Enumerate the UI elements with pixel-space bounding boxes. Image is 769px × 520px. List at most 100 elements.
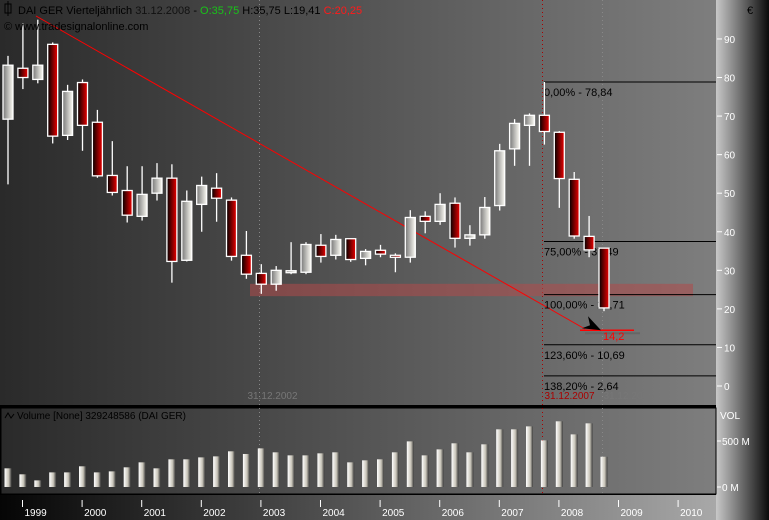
candle bbox=[523, 113, 536, 166]
time-tick-label: 2006 bbox=[442, 508, 465, 519]
candle bbox=[285, 242, 297, 275]
candle bbox=[330, 234, 342, 260]
price-tick-label: 90 bbox=[724, 35, 736, 46]
time-axis[interactable] bbox=[0, 495, 716, 520]
volume-bar bbox=[317, 453, 325, 487]
time-tick-label: 2004 bbox=[323, 508, 346, 519]
candle-body-down bbox=[225, 199, 238, 258]
candle-body-up bbox=[151, 177, 163, 194]
candle bbox=[61, 84, 74, 140]
volume-bar bbox=[228, 451, 235, 487]
candle-body-down bbox=[419, 215, 431, 222]
candle-body-up bbox=[508, 122, 521, 150]
volume-bar bbox=[570, 434, 578, 487]
volume-bar bbox=[93, 472, 101, 487]
candle-body-down bbox=[389, 254, 402, 258]
price-tick-label: 50 bbox=[724, 189, 736, 200]
candle-body-down bbox=[568, 178, 580, 237]
candle bbox=[345, 238, 357, 262]
volume-bar bbox=[108, 471, 116, 487]
candle bbox=[151, 163, 163, 201]
candle bbox=[210, 173, 223, 222]
chart-header: DAI GER Vierteljährlich 31.12.2008 - O:3… bbox=[4, 1, 753, 33]
candle-body-up bbox=[285, 270, 297, 274]
volume-bar bbox=[391, 452, 399, 487]
fibonacci-label: 100,00% - 23,71 bbox=[544, 300, 625, 312]
candle-body-up bbox=[464, 234, 476, 239]
volume-bar bbox=[272, 452, 280, 487]
candle-body-down bbox=[315, 244, 327, 258]
svg-text:DAI GER Vierteljährlich 31.12.: DAI GER Vierteljährlich 31.12.2008 - O:3… bbox=[18, 5, 362, 17]
candle bbox=[479, 197, 491, 239]
price-tick-label: 10 bbox=[724, 343, 736, 354]
candle-body-up bbox=[479, 206, 491, 236]
candle-body-down bbox=[106, 174, 118, 194]
price-panel bbox=[0, 0, 716, 405]
candle-body-down bbox=[121, 189, 133, 216]
high-value: H:35,75 bbox=[242, 5, 281, 17]
volume-bar bbox=[123, 467, 131, 487]
candle-body-up bbox=[2, 64, 14, 120]
candle-body-down bbox=[166, 177, 178, 263]
volume-bar bbox=[466, 452, 474, 487]
price-tick-label: 70 bbox=[724, 112, 736, 123]
price-axis[interactable] bbox=[716, 0, 769, 495]
volume-bar bbox=[49, 472, 57, 487]
candle-body-up bbox=[270, 269, 282, 285]
candle bbox=[464, 225, 476, 246]
volume-bar bbox=[332, 452, 340, 487]
fibonacci-label: 0,00% - 78,84 bbox=[544, 87, 613, 99]
volume-bar bbox=[213, 456, 221, 487]
time-tick-label: 2003 bbox=[263, 508, 286, 519]
candle bbox=[389, 253, 402, 273]
volume-bar bbox=[242, 453, 250, 487]
trendline bbox=[35, 15, 586, 330]
volume-bar bbox=[347, 462, 355, 487]
candle bbox=[47, 42, 59, 144]
volume-bar bbox=[64, 472, 72, 487]
time-tick-label: 2008 bbox=[561, 508, 584, 519]
candle-body-down bbox=[345, 238, 357, 261]
candle bbox=[196, 176, 208, 232]
candle bbox=[32, 19, 44, 84]
date-label: 31.12.2008 bbox=[135, 5, 190, 17]
volume-title: Volume [None] 329248586 (DAI GER) bbox=[17, 411, 186, 422]
marker-label: 31.12.2007 bbox=[545, 391, 595, 402]
candle-body-down bbox=[553, 131, 565, 180]
candle bbox=[17, 23, 29, 90]
candle-body-up bbox=[434, 203, 446, 222]
volume-bar bbox=[198, 457, 206, 487]
volume-header: Volume [None] 329248586 (DAI GER) VOL bbox=[4, 411, 740, 422]
target-label: 14,2 bbox=[603, 331, 624, 343]
volume-bar bbox=[421, 455, 429, 487]
volume-panel bbox=[0, 407, 717, 495]
candle-body-up bbox=[181, 200, 193, 261]
candle-body-up bbox=[523, 114, 536, 126]
candle bbox=[538, 81, 551, 145]
volume-bar bbox=[19, 474, 27, 487]
volume-bar bbox=[287, 455, 295, 487]
open-value: O:35,75 bbox=[200, 5, 239, 17]
candle bbox=[225, 197, 238, 261]
close-value: C:20,25 bbox=[324, 5, 363, 17]
candle bbox=[76, 79, 89, 151]
price-tick-label: 80 bbox=[724, 74, 736, 85]
candle-body-up bbox=[32, 64, 44, 81]
candle bbox=[598, 247, 610, 312]
price-tick-label: 60 bbox=[724, 151, 736, 162]
candle-body-up bbox=[330, 238, 342, 256]
time-tick-label: 2007 bbox=[501, 508, 524, 519]
candle-body-down bbox=[255, 272, 267, 285]
volume-bar bbox=[540, 440, 548, 487]
candle bbox=[568, 171, 580, 239]
marker-label: 31.12.2002 bbox=[248, 391, 298, 402]
time-tick-label: 2005 bbox=[382, 508, 405, 519]
time-tick-label: 1999 bbox=[25, 508, 48, 519]
volume-tick-label: 0 M bbox=[722, 483, 739, 494]
volume-bar bbox=[451, 443, 459, 487]
candle bbox=[121, 166, 133, 223]
candle bbox=[270, 266, 282, 291]
volume-bar bbox=[555, 421, 563, 487]
volume-bar bbox=[79, 466, 86, 487]
